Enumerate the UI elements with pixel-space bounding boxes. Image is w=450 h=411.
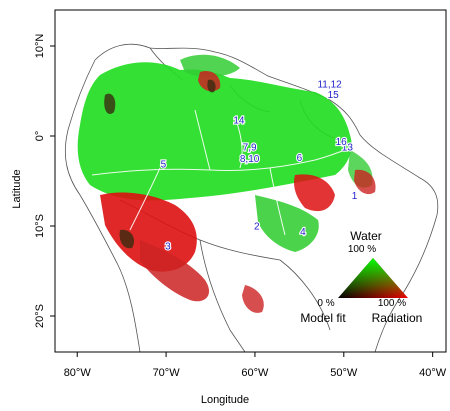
y-tick-label: 20°S: [34, 304, 46, 328]
site-label: 13: [342, 142, 354, 153]
site-label: 5: [161, 160, 167, 171]
legend-right-caption: Radiation: [372, 311, 423, 325]
radiation-limited-region: [100, 70, 376, 313]
x-axis-ticks: 80°W 70°W 60°W 50°W 40°W: [64, 352, 447, 379]
site-label: 6: [297, 153, 303, 164]
y-tick-label: 10°N: [34, 34, 46, 59]
site-label: 15: [328, 90, 340, 101]
y-axis-title: Latitude: [11, 169, 23, 209]
x-tick-label: 80°W: [64, 367, 92, 379]
site-label: 2: [254, 222, 260, 233]
y-tick-label: 10°S: [34, 214, 46, 238]
legend-right-value: 100 %: [378, 298, 406, 309]
site-label: 3: [165, 241, 171, 252]
legend-left-caption: Model fit: [300, 311, 346, 325]
x-tick-label: 50°W: [330, 367, 358, 379]
legend-top-label: Water: [350, 229, 382, 243]
x-tick-label: 40°W: [419, 367, 447, 379]
low-fit-patches: [104, 79, 216, 249]
site-label: 11,12: [317, 79, 342, 90]
site-label: 7,9: [243, 142, 257, 153]
legend-triangle-green: [338, 258, 408, 298]
legend-left-value: 0 %: [317, 298, 334, 309]
y-tick-label: 0°: [34, 131, 46, 142]
site-label: 4: [300, 227, 306, 238]
x-tick-label: 70°W: [153, 367, 181, 379]
site-label: 16: [336, 137, 348, 148]
y-axis-ticks: 10°N 0° 10°S 20°S: [34, 34, 55, 328]
x-axis-title: Longitude: [200, 394, 250, 406]
site-label: 8,10: [240, 154, 260, 165]
site-label: 1: [352, 191, 358, 202]
river-network: [91, 109, 351, 236]
site-label: 14: [233, 115, 245, 126]
legend-top-value: 100 %: [348, 244, 376, 255]
x-tick-label: 60°W: [241, 367, 269, 379]
map-layer: [64, 43, 439, 352]
color-legend: Water 100 % 0 % 100 % Model fit Radiatio…: [300, 229, 422, 325]
plot-frame: [54, 9, 447, 353]
site-labels: 1 2 3 4 5 6 7,98,10 11,12 13 14 15 16: [160, 78, 359, 253]
